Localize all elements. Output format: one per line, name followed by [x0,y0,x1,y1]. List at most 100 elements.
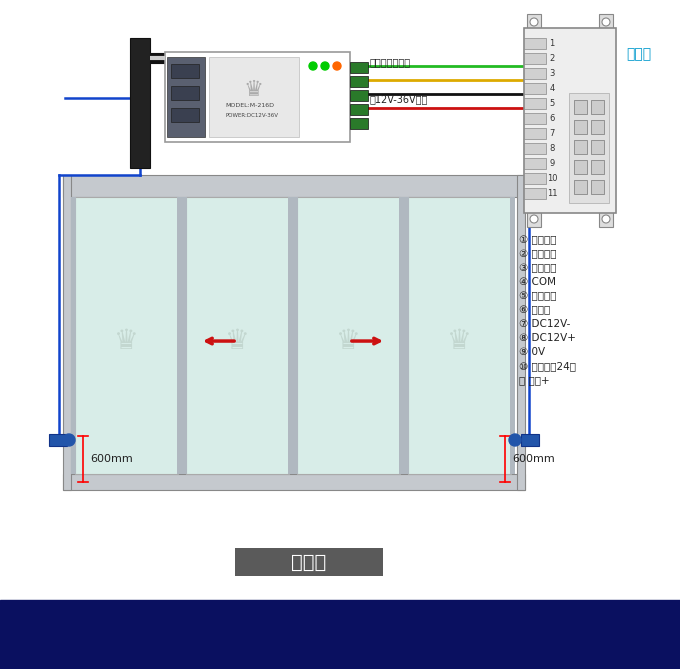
Bar [574,180,587,194]
Bar [524,28,616,213]
Bar [350,76,368,87]
Bar [521,434,539,446]
Circle shape [309,62,317,70]
Bar [524,68,546,79]
Text: ⑥ 公共端: ⑥ 公共端 [519,305,550,315]
Circle shape [530,215,538,223]
Bar [574,100,587,114]
Bar [408,197,511,474]
Text: ③ 互锁输入: ③ 互锁输入 [519,263,556,273]
Bar [235,548,383,576]
Bar [569,93,609,203]
Bar [524,173,546,184]
Bar [404,197,409,474]
Text: 接12V-36V电源: 接12V-36V电源 [370,94,428,104]
Bar [591,140,604,154]
Bar [182,197,187,474]
Text: ♛: ♛ [114,327,139,355]
Circle shape [602,215,610,223]
Text: MODEL:M-216D: MODEL:M-216D [225,103,274,108]
Bar [399,197,404,474]
Bar [63,474,525,490]
Text: ⑩ 后备电源24＋: ⑩ 后备电源24＋ [519,361,576,371]
Circle shape [530,18,538,26]
Bar [524,83,546,94]
Bar [510,197,515,474]
Bar [75,197,178,474]
Text: 2: 2 [549,54,555,63]
Text: ① 安全光线: ① 安全光线 [519,235,556,245]
Bar [527,211,541,227]
Text: 11: 11 [547,189,557,198]
Text: 控制器: 控制器 [626,47,651,61]
Bar [350,90,368,101]
Circle shape [321,62,329,70]
Text: 8: 8 [549,144,555,153]
Bar [524,158,546,169]
Bar [524,113,546,124]
Bar [574,120,587,134]
Bar [524,98,546,109]
Text: POWER:DC12V-36V: POWER:DC12V-36V [225,113,278,118]
Bar [591,180,604,194]
Bar [574,160,587,174]
Bar [524,128,546,139]
Bar [524,143,546,154]
Bar [574,140,587,154]
Text: ⑧ DC12V+: ⑧ DC12V+ [519,333,576,343]
Text: ♛: ♛ [335,327,360,355]
Text: 5: 5 [549,99,555,108]
Text: 6: 6 [549,114,555,123]
Bar [297,197,400,474]
Text: ♛: ♛ [447,327,471,355]
Circle shape [63,434,75,446]
Circle shape [333,62,341,70]
Bar [71,197,76,474]
Text: ⑦ DC12V-: ⑦ DC12V- [519,319,571,329]
Bar [599,211,613,227]
Bar [293,197,298,474]
Bar [524,38,546,49]
Bar [63,175,525,197]
Bar [0,600,680,669]
Bar [527,14,541,30]
Text: ⑪ 电锁+: ⑪ 电锁+ [519,375,549,385]
Bar [130,38,150,168]
Text: 4: 4 [549,84,555,93]
Bar [49,434,67,446]
Text: 600mm: 600mm [90,454,133,464]
Bar [591,160,604,174]
Bar [171,64,199,78]
Bar [177,197,182,474]
Text: 600mm: 600mm [512,454,555,464]
Text: 1: 1 [549,39,555,48]
Text: ⑤ 互锁输出: ⑤ 互锁输出 [519,291,556,301]
Bar [167,57,205,137]
Bar [350,62,368,73]
Text: 7: 7 [549,129,555,138]
Bar [599,14,613,30]
Circle shape [602,18,610,26]
Bar [288,197,293,474]
Text: ⑨ 0V: ⑨ 0V [519,347,545,357]
Text: 9: 9 [549,159,555,168]
Bar [171,86,199,100]
Bar [350,104,368,115]
Bar [209,57,299,137]
Text: 10: 10 [547,174,557,183]
Text: ♛: ♛ [224,327,250,355]
Bar [186,197,289,474]
Bar [63,175,71,490]
Bar [165,52,350,142]
Text: 3: 3 [549,69,555,78]
Bar [171,108,199,122]
Text: ② 门禁信号: ② 门禁信号 [519,249,556,259]
Bar [591,120,604,134]
Circle shape [509,434,521,446]
Bar [524,188,546,199]
Text: ④ COM: ④ COM [519,277,556,287]
Bar [524,53,546,64]
Text: 单光束: 单光束 [291,553,326,571]
Text: 自动门光线信号: 自动门光线信号 [370,57,411,67]
Bar [591,100,604,114]
